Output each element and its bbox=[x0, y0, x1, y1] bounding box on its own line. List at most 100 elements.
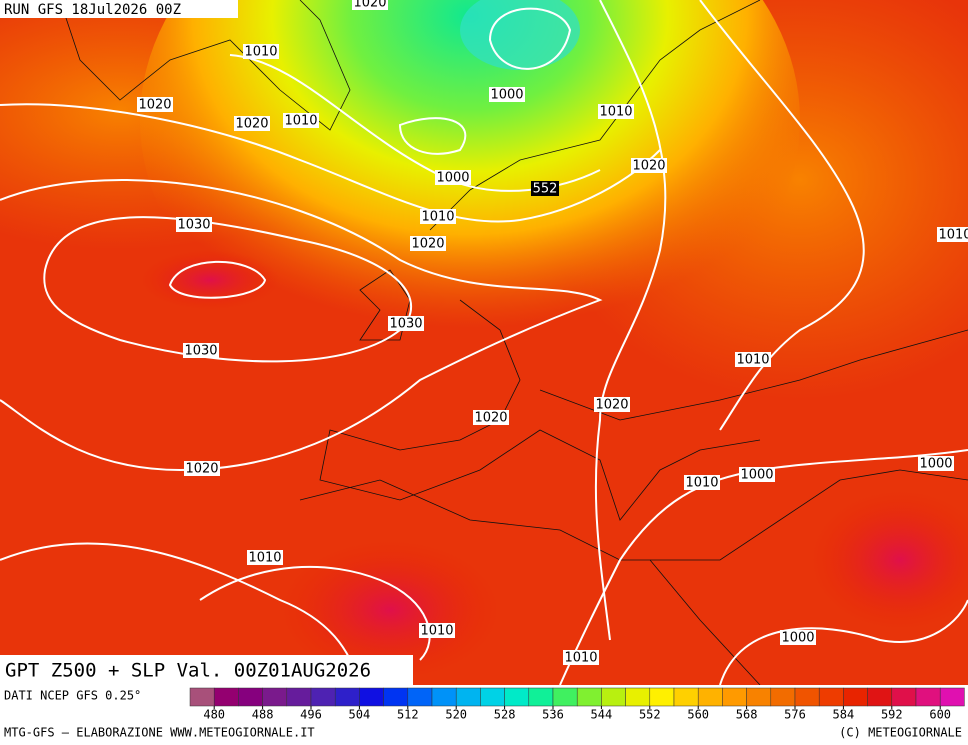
isobar-label: 1010 bbox=[244, 45, 277, 60]
isobar-label: 1000 bbox=[436, 171, 469, 186]
isobar-label-box bbox=[184, 461, 220, 476]
map-title: GPT Z500 + SLP Val. 00Z01AUG2026 bbox=[5, 660, 371, 682]
isobar-label-box bbox=[489, 87, 525, 102]
isobars bbox=[0, 0, 968, 686]
isobar-label: 1010 bbox=[420, 624, 453, 639]
colorbar-label: 496 bbox=[300, 708, 322, 722]
isobar-label-box bbox=[563, 650, 599, 665]
isobar-label: 552 bbox=[533, 182, 558, 197]
isobar-label-box bbox=[739, 467, 775, 482]
color-swatch bbox=[359, 687, 384, 707]
color-swatch bbox=[891, 687, 917, 707]
isobar-label: 1010 bbox=[938, 228, 968, 243]
isobar-label-box bbox=[684, 475, 720, 490]
isobar-label: 1000 bbox=[919, 457, 952, 472]
isobar-label-box bbox=[247, 550, 283, 565]
isobar-label-box bbox=[388, 316, 424, 331]
color-swatch bbox=[504, 687, 530, 707]
isobar-label: 1010 bbox=[685, 476, 718, 491]
isobar-label: 1020 bbox=[632, 159, 665, 174]
isobar-label-box bbox=[531, 181, 559, 196]
color-swatch bbox=[238, 687, 263, 707]
color-swatch bbox=[939, 687, 965, 707]
colorbar-label: 480 bbox=[203, 708, 225, 722]
source: DATI NCEP GFS 0.25° bbox=[4, 689, 141, 703]
isobar-label: 1020 bbox=[138, 98, 171, 113]
isobar-label-box bbox=[243, 44, 279, 59]
color-swatch bbox=[601, 687, 626, 707]
isobar-label: 1020 bbox=[185, 462, 218, 477]
isobar-label-box bbox=[598, 104, 634, 119]
colorbar-label: 592 bbox=[881, 708, 903, 722]
color-swatch bbox=[915, 687, 941, 707]
isobar-label-box bbox=[937, 227, 968, 242]
isobar-label-box bbox=[780, 630, 816, 645]
color-swatch bbox=[625, 687, 651, 707]
isobar-label: 1020 bbox=[353, 0, 386, 11]
run-info: RUN GFS 18Jul2026 00Z bbox=[4, 2, 181, 18]
color-swatch bbox=[818, 687, 844, 707]
colorbar-label: 544 bbox=[591, 708, 613, 722]
isobar-label-box bbox=[594, 397, 630, 412]
color-swatch bbox=[407, 687, 433, 707]
color-swatch bbox=[843, 687, 868, 707]
isobar-label: 1020 bbox=[411, 237, 444, 252]
color-swatch bbox=[794, 687, 820, 707]
color-swatch bbox=[697, 687, 723, 707]
isobar-label: 1010 bbox=[421, 210, 454, 225]
isobar-label-box bbox=[631, 158, 667, 173]
isobar-label: 1000 bbox=[740, 468, 773, 483]
colorbar-label: 504 bbox=[349, 708, 371, 722]
colorbar-label: 488 bbox=[252, 708, 274, 722]
isobar-label-box bbox=[137, 97, 173, 112]
color-swatch bbox=[431, 687, 457, 707]
isobar-label-box bbox=[176, 217, 212, 232]
isobar-label: 1000 bbox=[781, 631, 814, 646]
colorbar-label: 560 bbox=[687, 708, 709, 722]
colorbar-label: 520 bbox=[445, 708, 467, 722]
isobar-label-box bbox=[183, 343, 219, 358]
color-swatch bbox=[552, 687, 578, 707]
isobar-label: 1010 bbox=[564, 651, 597, 666]
color-swatch bbox=[746, 687, 772, 707]
coastlines bbox=[59, 0, 968, 686]
isobar-label-box bbox=[918, 456, 954, 471]
color-swatch bbox=[310, 687, 336, 707]
isobar-label: 1020 bbox=[595, 398, 628, 413]
color-swatch bbox=[455, 687, 481, 707]
isobar-label-box bbox=[352, 0, 388, 10]
color-swatch bbox=[480, 687, 505, 707]
color-swatch bbox=[576, 687, 602, 707]
isobar-label-box bbox=[419, 623, 455, 638]
isobar-label: 1000 bbox=[490, 88, 523, 103]
colorbar-label: 552 bbox=[639, 708, 661, 722]
run-box bbox=[0, 0, 238, 18]
map-background bbox=[0, 0, 968, 685]
colorbar-label: 568 bbox=[736, 708, 758, 722]
color-swatch bbox=[262, 687, 288, 707]
color-swatch bbox=[213, 687, 239, 707]
color-swatch bbox=[649, 687, 675, 707]
isobar-label-box bbox=[735, 352, 771, 367]
isobar-label: 1010 bbox=[248, 551, 281, 566]
isobar-label-box bbox=[234, 116, 270, 131]
isobar-label: 1010 bbox=[736, 353, 769, 368]
color-swatch bbox=[528, 687, 554, 707]
isobar-label: 1010 bbox=[599, 105, 632, 120]
isobar-label: 1030 bbox=[389, 317, 422, 332]
isobar-label-box bbox=[283, 113, 319, 128]
colorbar-label: 512 bbox=[397, 708, 419, 722]
isobar-label-box bbox=[410, 236, 446, 251]
color-swatch bbox=[189, 687, 215, 707]
color-swatch bbox=[867, 687, 893, 707]
isobar-label: 1020 bbox=[235, 117, 268, 132]
isobar-label: 1030 bbox=[177, 218, 210, 233]
colorbar-label: 600 bbox=[929, 708, 951, 722]
isobar-label-box bbox=[435, 170, 471, 185]
isobar-label: 1020 bbox=[474, 411, 507, 426]
color-swatch bbox=[673, 687, 699, 707]
color-swatch bbox=[334, 687, 360, 707]
colorbar-label: 528 bbox=[494, 708, 516, 722]
color-swatch bbox=[286, 687, 312, 707]
